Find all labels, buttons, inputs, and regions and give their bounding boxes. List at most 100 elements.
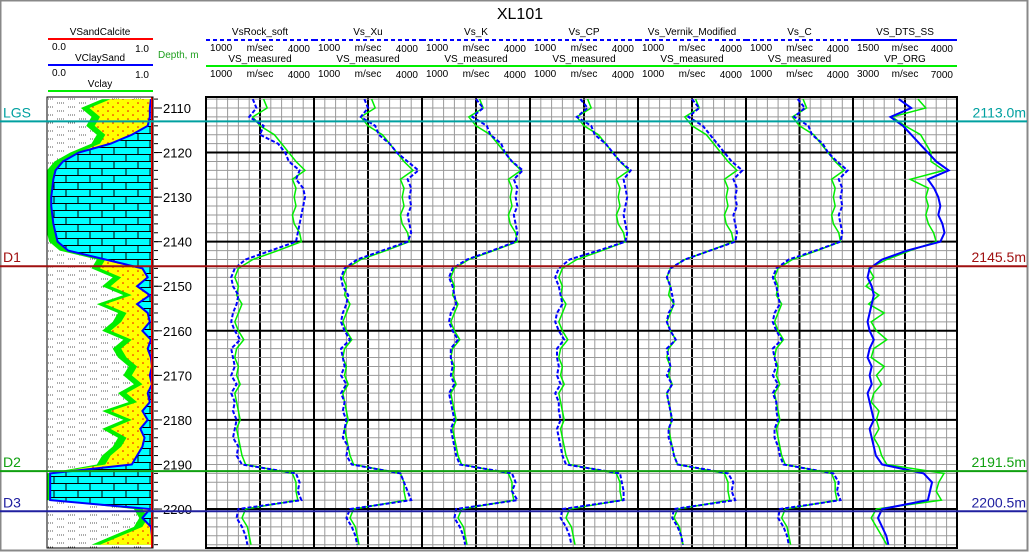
track-max: 4000	[288, 44, 311, 55]
depth-tick-label: 2140	[163, 235, 192, 250]
track-name: Vs_Xu	[353, 27, 382, 38]
model-curve-Vs_CP	[554, 98, 633, 545]
depth-tick-label: 2110	[163, 101, 191, 116]
track-unit: m/sec	[892, 43, 919, 54]
ref-min: 1000	[750, 69, 773, 80]
lithology-track	[46, 96, 154, 549]
track-unit: m/sec	[247, 43, 274, 54]
ref-unit: m/sec	[247, 69, 274, 80]
model-curve-Vs_C	[771, 98, 850, 545]
track-unit: m/sec	[463, 43, 490, 54]
top-name-LGS: LGS	[3, 104, 31, 120]
ref-curve-name: VS_measured	[660, 54, 723, 65]
lithology-frame	[46, 96, 154, 549]
calcite-fill	[50, 99, 153, 545]
ref-min: 1000	[318, 69, 341, 80]
model-curve-Vs_Xu	[339, 98, 420, 545]
header-vsandcalcite: VSandCalcite	[70, 27, 131, 38]
header-vclaysand: VClaySand	[75, 53, 125, 64]
ref-unit: m/sec	[679, 69, 706, 80]
depth-tick-label: 2200	[163, 502, 192, 517]
formation-tops: LGS 2113.0m D1 2145.5m D2 2191.5m D3 2200.5m	[0, 104, 1027, 513]
ref-unit: m/sec	[571, 69, 598, 80]
ref-unit: m/sec	[463, 69, 490, 80]
ref-max: 4000	[720, 70, 743, 81]
ref-unit: m/sec	[355, 69, 382, 80]
top-name-D2: D2	[3, 454, 21, 470]
track-Vs_Vernik_Modified	[637, 96, 747, 549]
ref-curve-name: VS_measured	[768, 54, 831, 65]
track-min: 1000	[426, 43, 449, 54]
track-max: 4000	[827, 44, 850, 55]
track-name: VsRock_soft	[232, 27, 288, 38]
ref-curve-name: VS_measured	[228, 54, 291, 65]
top-depth-LGS: 2113.0m	[973, 104, 1026, 120]
top-depth-D2: 2191.5m	[972, 454, 1026, 470]
ref-max: 4000	[396, 70, 419, 81]
ref-curve-name: VS_measured	[336, 54, 399, 65]
depth-track: 2110 2120 2130 2140 2150 2160 2170 2180 2190 2200	[154, 98, 192, 546]
ref-curve-name: VP_ORG	[884, 54, 926, 65]
track-name: VS_DTS_SS	[876, 27, 934, 38]
header-vclay: Vclay	[88, 79, 112, 90]
track-name: Vs_C	[787, 27, 811, 38]
ref-min: 3000	[857, 69, 880, 80]
header-vsandcalcite-min: 0.0	[52, 42, 66, 53]
track-Vs_CP	[529, 96, 639, 549]
model-curve-Vs_Vernik_Modified	[665, 98, 744, 545]
depth-header: Depth, m	[158, 50, 199, 61]
track-max: 4000	[931, 44, 954, 55]
top-name-D1: D1	[3, 249, 21, 265]
track-min: 1000	[642, 43, 665, 54]
depth-tick-label: 2150	[163, 279, 192, 294]
depth-tick-label: 2180	[163, 413, 192, 428]
ref-min: 1000	[210, 69, 233, 80]
ref-max: 7000	[931, 70, 954, 81]
ref-min: 1000	[426, 69, 449, 80]
well-title: XL101	[497, 6, 543, 23]
model-curve-VsRock_soft	[230, 98, 307, 545]
track-min: 1000	[534, 43, 557, 54]
track-name: Vs_Vernik_Modified	[648, 27, 736, 38]
track-name: Vs_CP	[568, 27, 599, 38]
ref-curve-name: VS_measured	[552, 54, 615, 65]
track-unit: m/sec	[355, 43, 382, 54]
top-depth-D3: 2200.5m	[972, 494, 1026, 510]
ref-curve-name: VS_measured	[444, 54, 507, 65]
ref-max: 4000	[288, 70, 311, 81]
depth-tick-label: 2170	[163, 368, 192, 383]
track-max: 4000	[504, 44, 527, 55]
model-curve-Vs_K	[447, 98, 525, 545]
track-min: 1000	[750, 43, 773, 54]
track-max: 4000	[612, 44, 635, 55]
depth-tick-label: 2190	[163, 457, 192, 472]
header-vsandcalcite-max: 1.0	[135, 44, 149, 55]
ref-min: 1000	[534, 69, 557, 80]
header-vclaysand-max: 1.0	[135, 70, 149, 81]
top-depth-D1: 2145.5m	[972, 249, 1026, 265]
lithology-header: VSandCalcite 0.0 1.0 VClaySand 0.0 1.0 V…	[48, 27, 199, 92]
track-min: 1000	[210, 43, 233, 54]
velocity-tracks	[205, 96, 958, 549]
depth-tick-label: 2120	[163, 146, 192, 161]
track-Vs_K	[421, 96, 531, 549]
depth-tick-label: 2160	[163, 324, 192, 339]
ref-max: 4000	[504, 70, 527, 81]
top-name-D3: D3	[3, 494, 21, 510]
track-min: 1500	[857, 43, 880, 54]
track-min: 1000	[318, 43, 341, 54]
depth-tick-label: 2130	[163, 190, 192, 205]
track-max: 4000	[720, 44, 743, 55]
track-Vs_Xu	[313, 96, 423, 549]
ref-max: 4000	[827, 70, 850, 81]
track-name: Vs_K	[464, 27, 488, 38]
track-unit: m/sec	[786, 43, 813, 54]
ref-unit: m/sec	[892, 69, 919, 80]
track-unit: m/sec	[679, 43, 706, 54]
track-frame	[852, 96, 958, 549]
track-max: 4000	[396, 44, 419, 55]
track-VS_DTS_SS	[852, 96, 958, 549]
